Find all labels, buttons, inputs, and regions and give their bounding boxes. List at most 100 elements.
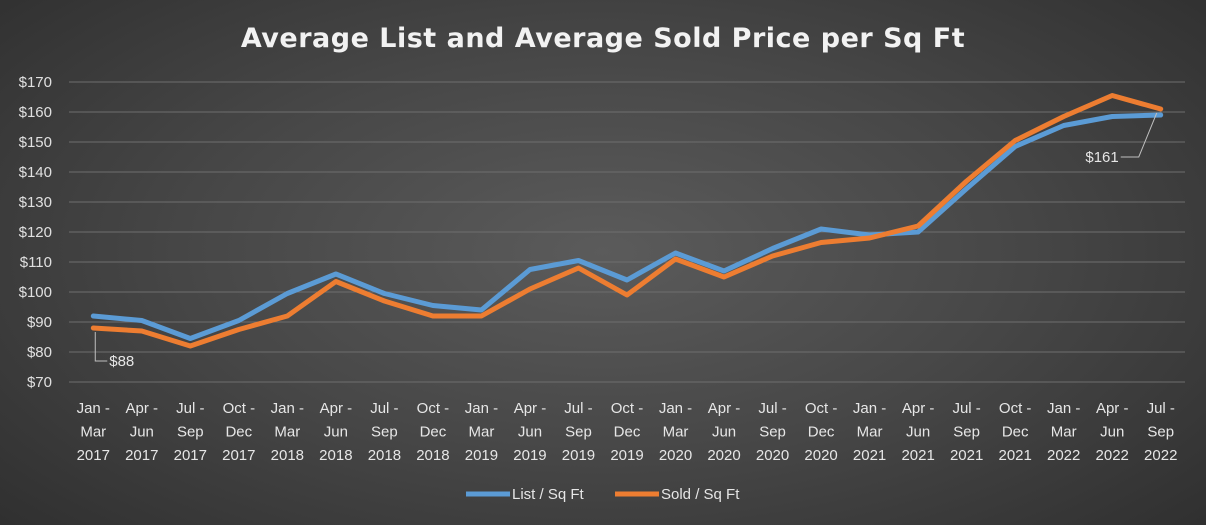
x-tick-label-line: Jun bbox=[518, 424, 542, 441]
x-tick-label: Apr - Jun 2019 bbox=[513, 400, 546, 464]
data-label: $161 bbox=[1085, 112, 1158, 166]
x-tick-label-line: Oct - bbox=[417, 400, 450, 417]
x-tick-label-line: Mar bbox=[469, 424, 495, 441]
x-tick-label-line: 2021 bbox=[998, 447, 1031, 464]
x-tick-label: Jul - Sep 2022 bbox=[1144, 400, 1177, 464]
x-tick-label-line: Jan - bbox=[659, 400, 692, 417]
x-tick-label-line: 2017 bbox=[174, 447, 207, 464]
x-tick-label-line: Mar bbox=[80, 424, 106, 441]
x-tick-label: Jan - Mar 2022 bbox=[1047, 400, 1080, 464]
x-tick-label-line: Jul - bbox=[1147, 400, 1175, 417]
data-label-text: $88 bbox=[109, 353, 134, 370]
x-tick-label-line: Sep bbox=[177, 424, 204, 441]
x-tick-label-line: 2017 bbox=[222, 447, 255, 464]
x-tick-label: Jan - Mar 2019 bbox=[465, 400, 498, 464]
x-tick-label-line: Dec bbox=[614, 424, 641, 441]
legend-label: Sold / Sq Ft bbox=[661, 486, 740, 503]
data-labels: $88 $161 bbox=[94, 112, 1158, 370]
x-tick-label-line: 2017 bbox=[77, 447, 110, 464]
x-tick-label: Jan - Mar 2018 bbox=[271, 400, 304, 464]
x-tick-label-line: Jan - bbox=[853, 400, 886, 417]
x-tick-label-line: Jul - bbox=[176, 400, 204, 417]
x-tick-label: Jul - Sep 2018 bbox=[368, 400, 401, 464]
x-tick-label-line: 2020 bbox=[756, 447, 789, 464]
y-tick-label: $90 bbox=[27, 314, 52, 331]
x-tick-label-line: Oct - bbox=[611, 400, 644, 417]
x-tick-label: Oct - Dec 2019 bbox=[610, 400, 643, 464]
x-tick-label-line: Dec bbox=[420, 424, 447, 441]
legend-label: List / Sq Ft bbox=[512, 486, 585, 503]
x-tick-label-line: Jun bbox=[906, 424, 930, 441]
x-tick-label-line: 2019 bbox=[562, 447, 595, 464]
series-lines bbox=[90, 93, 1164, 349]
y-tick-label: $160 bbox=[19, 104, 52, 121]
x-tick-label: Jan - Mar 2021 bbox=[853, 400, 886, 464]
x-tick-label-line: Jun bbox=[324, 424, 348, 441]
x-tick-label: Jul - Sep 2017 bbox=[174, 400, 207, 464]
x-tick-label-line: Sep bbox=[1147, 424, 1174, 441]
x-tick-label: Apr - Jun 2021 bbox=[901, 400, 934, 464]
x-tick-label-line: 2022 bbox=[1096, 447, 1129, 464]
x-tick-label-line: 2021 bbox=[950, 447, 983, 464]
x-tick-label-line: Sep bbox=[953, 424, 980, 441]
series-line-sold bbox=[90, 93, 1164, 349]
x-tick-label-line: 2018 bbox=[319, 447, 352, 464]
x-tick-label-line: Dec bbox=[1002, 424, 1029, 441]
y-tick-label: $120 bbox=[19, 224, 52, 241]
x-tick-label-line: 2018 bbox=[416, 447, 449, 464]
x-tick-label-line: 2019 bbox=[465, 447, 498, 464]
x-tick-label-line: Jun bbox=[712, 424, 736, 441]
x-tick-label-line: Jul - bbox=[370, 400, 398, 417]
x-tick-label-line: Jul - bbox=[758, 400, 786, 417]
x-tick-label: Apr - Jun 2018 bbox=[319, 400, 352, 464]
x-tick-label-line: 2022 bbox=[1144, 447, 1177, 464]
x-tick-label: Oct - Dec 2020 bbox=[804, 400, 837, 464]
y-tick-label: $130 bbox=[19, 194, 52, 211]
x-tick-label-line: Mar bbox=[1051, 424, 1077, 441]
x-tick-label: Apr - Jun 2017 bbox=[125, 400, 158, 464]
gridlines bbox=[69, 81, 1185, 383]
x-tick-label: Jul - Sep 2020 bbox=[756, 400, 789, 464]
x-tick-label-line: 2019 bbox=[610, 447, 643, 464]
y-tick-label: $80 bbox=[27, 344, 52, 361]
x-tick-label-line: Mar bbox=[663, 424, 689, 441]
x-tick-label-line: 2017 bbox=[125, 447, 158, 464]
legend-item: Sold / Sq Ft bbox=[615, 486, 740, 503]
x-tick-label-line: 2018 bbox=[368, 447, 401, 464]
x-tick-label-line: 2018 bbox=[271, 447, 304, 464]
x-tick-label-line: Jan - bbox=[77, 400, 110, 417]
x-tick-label-line: Sep bbox=[565, 424, 592, 441]
y-tick-label: $150 bbox=[19, 134, 52, 151]
x-tick-label: Jan - Mar 2020 bbox=[659, 400, 692, 464]
x-tick-label: Oct - Dec 2021 bbox=[998, 400, 1031, 464]
x-tick-label: Oct - Dec 2018 bbox=[416, 400, 449, 464]
legend: List / Sq Ft Sold / Sq Ft bbox=[466, 486, 740, 503]
leader-line bbox=[1120, 112, 1158, 158]
x-tick-label-line: Apr - bbox=[320, 400, 353, 417]
x-tick-label-line: Sep bbox=[759, 424, 786, 441]
y-tick-label: $140 bbox=[19, 164, 52, 181]
x-tick-label-line: 2021 bbox=[901, 447, 934, 464]
x-tick-label-line: 2022 bbox=[1047, 447, 1080, 464]
x-tick-label-line: Jan - bbox=[271, 400, 304, 417]
x-tick-label-line: Jul - bbox=[952, 400, 980, 417]
x-tick-label-line: Oct - bbox=[805, 400, 838, 417]
y-tick-label: $170 bbox=[19, 74, 52, 91]
x-tick-label-line: Apr - bbox=[514, 400, 547, 417]
x-tick-label-line: Apr - bbox=[902, 400, 935, 417]
data-label-text: $161 bbox=[1085, 149, 1118, 166]
x-tick-label-line: 2020 bbox=[659, 447, 692, 464]
x-tick-label: Apr - Jun 2022 bbox=[1096, 400, 1129, 464]
x-tick-label-line: Dec bbox=[808, 424, 835, 441]
x-tick-label-line: Jan - bbox=[465, 400, 498, 417]
x-tick-label: Jul - Sep 2021 bbox=[950, 400, 983, 464]
x-tick-label-line: Oct - bbox=[223, 400, 256, 417]
y-tick-label: $100 bbox=[19, 284, 52, 301]
x-tick-label: Oct - Dec 2017 bbox=[222, 400, 255, 464]
x-tick-label: Jul - Sep 2019 bbox=[562, 400, 595, 464]
x-tick-label-line: Jan - bbox=[1047, 400, 1080, 417]
chart-title: Average List and Average Sold Price per … bbox=[241, 23, 965, 54]
